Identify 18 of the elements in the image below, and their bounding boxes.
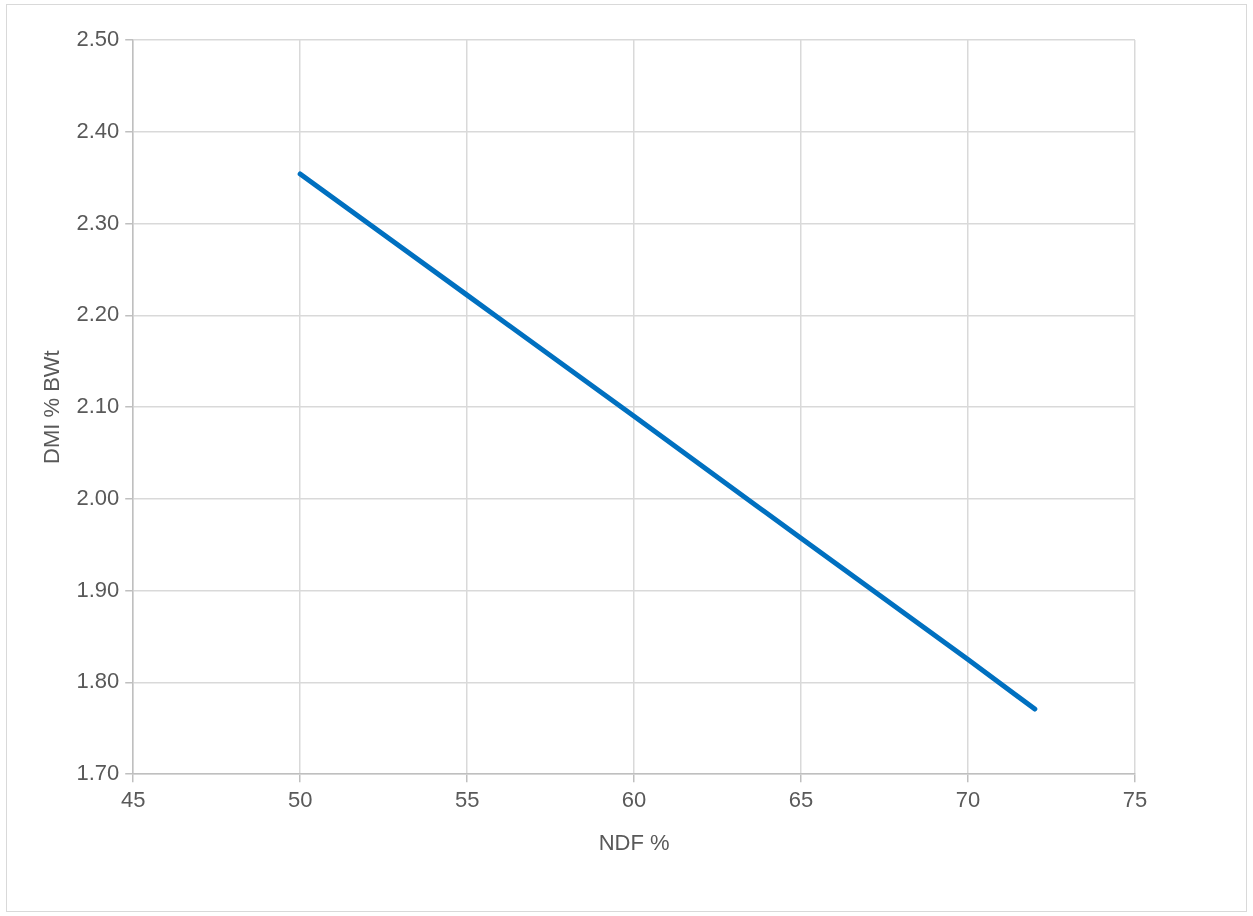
x-tick-label: 75: [1122, 787, 1148, 813]
y-tick-label: 1.70: [76, 760, 120, 786]
y-axis-title: DMI % BWt: [39, 350, 65, 464]
y-tick-label: 2.50: [76, 26, 120, 52]
y-tick-label: 1.80: [76, 668, 120, 694]
x-tick-label: 55: [454, 787, 480, 813]
y-tick-label: 2.30: [76, 209, 120, 235]
x-tick-label: 60: [621, 787, 647, 813]
y-tick-label: 1.90: [76, 576, 120, 602]
x-tick-label: 70: [955, 787, 981, 813]
x-tick-label: 45: [120, 787, 146, 813]
x-tick-label: 50: [287, 787, 313, 813]
x-tick-label: 65: [788, 787, 814, 813]
y-tick-label: 2.40: [76, 117, 120, 143]
y-tick-label: 2.00: [76, 484, 120, 510]
y-tick-label: 2.20: [76, 301, 120, 327]
x-axis-title: NDF %: [598, 829, 670, 855]
y-tick-label: 2.10: [76, 393, 120, 419]
